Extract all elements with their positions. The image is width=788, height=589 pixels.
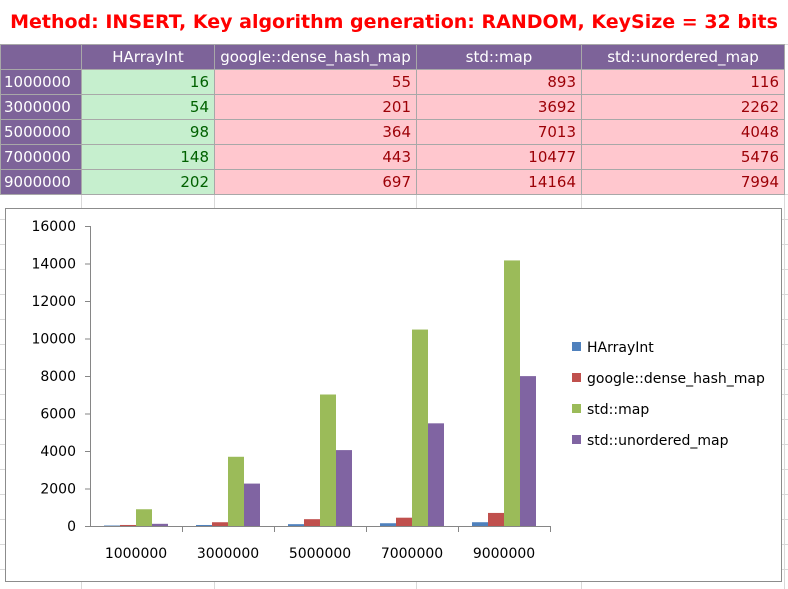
bar-harrayint <box>104 525 120 526</box>
harrayint-cell[interactable]: 16 <box>81 69 215 95</box>
y-tick-label: 0 <box>67 519 76 535</box>
table-row: 9000000 202 697 14164 7994 <box>0 169 785 195</box>
legend-label: std::unordered_map <box>587 433 729 449</box>
dense-hash-map-cell[interactable]: 364 <box>214 119 417 145</box>
y-tick-label: 4000 <box>40 444 76 460</box>
row-label-cell[interactable]: 7000000 <box>0 144 82 170</box>
y-tick-label: 2000 <box>40 482 76 498</box>
legend-swatch <box>572 342 581 351</box>
legend-swatch <box>572 404 581 413</box>
table-row: 7000000 148 443 10477 5476 <box>0 144 785 170</box>
bar-std-map <box>504 260 520 526</box>
harrayint-cell[interactable]: 148 <box>81 144 215 170</box>
y-tick-label: 6000 <box>40 407 76 423</box>
data-table: HArrayInt google::dense_hash_map std::ma… <box>0 44 785 195</box>
std-map-cell[interactable]: 7013 <box>416 119 582 145</box>
bar-chart: 0 2000 4000 6000 8000 10000 12000 14000 16000 100… <box>31 219 765 562</box>
x-tick-label: 9000000 <box>473 546 535 562</box>
bar-google-dense-hash-map <box>304 519 320 526</box>
std-map-cell[interactable]: 10477 <box>416 144 582 170</box>
bar-std-unordered-map <box>336 450 352 526</box>
x-tick-label: 1000000 <box>105 546 167 562</box>
legend-label: std::map <box>587 402 649 418</box>
table-header-row: HArrayInt google::dense_hash_map std::ma… <box>0 44 785 70</box>
header-cell-dense-hash-map[interactable]: google::dense_hash_map <box>214 44 417 70</box>
legend-swatch <box>572 373 581 382</box>
y-tick-label: 12000 <box>31 294 76 310</box>
bar-std-unordered-map <box>520 376 536 526</box>
legend-swatch <box>572 435 581 444</box>
bar-std-map <box>320 394 336 526</box>
unordered-map-cell[interactable]: 2262 <box>581 94 785 120</box>
bar-harrayint <box>380 523 396 526</box>
harrayint-cell[interactable]: 98 <box>81 119 215 145</box>
dense-hash-map-cell[interactable]: 443 <box>214 144 417 170</box>
bar-std-unordered-map <box>152 523 168 526</box>
header-cell-harrayint[interactable]: HArrayInt <box>81 44 215 70</box>
chart-area[interactable]: 0 2000 4000 6000 8000 10000 12000 14000 16000 100… <box>5 208 782 582</box>
unordered-map-cell[interactable]: 4048 <box>581 119 785 145</box>
header-cell-std-map[interactable]: std::map <box>416 44 582 70</box>
dense-hash-map-cell[interactable]: 55 <box>214 69 417 95</box>
legend-label: HArrayInt <box>587 340 654 356</box>
std-map-cell[interactable]: 893 <box>416 69 582 95</box>
legend-label: google::dense_hash_map <box>587 371 765 387</box>
unordered-map-cell[interactable]: 5476 <box>581 144 785 170</box>
dense-hash-map-cell[interactable]: 201 <box>214 94 417 120</box>
table-row: 3000000 54 201 3692 2262 <box>0 94 785 120</box>
std-map-cell[interactable]: 3692 <box>416 94 582 120</box>
header-cell-unordered-map[interactable]: std::unordered_map <box>581 44 785 70</box>
bar-std-unordered-map <box>428 423 444 526</box>
table-row: 1000000 16 55 893 116 <box>0 69 785 95</box>
harrayint-cell[interactable]: 202 <box>81 169 215 195</box>
x-tick-label: 3000000 <box>197 546 259 562</box>
bar-harrayint <box>196 524 212 526</box>
x-tick-label: 7000000 <box>381 546 443 562</box>
std-map-cell[interactable]: 14164 <box>416 169 582 195</box>
bar-std-map <box>136 509 152 526</box>
bar-google-dense-hash-map <box>488 512 504 526</box>
unordered-map-cell[interactable]: 7994 <box>581 169 785 195</box>
table-row: 5000000 98 364 7013 4048 <box>0 119 785 145</box>
unordered-map-cell[interactable]: 116 <box>581 69 785 95</box>
bar-std-map <box>228 456 244 526</box>
bar-harrayint <box>472 522 488 526</box>
header-cell-corner[interactable] <box>0 44 82 70</box>
dense-hash-map-cell[interactable]: 697 <box>214 169 417 195</box>
harrayint-cell[interactable]: 54 <box>81 94 215 120</box>
bar-google-dense-hash-map <box>120 524 136 526</box>
y-tick-label: 8000 <box>40 369 76 385</box>
bar-std-unordered-map <box>244 483 260 526</box>
y-tick-label: 16000 <box>31 219 76 235</box>
y-tick-label: 14000 <box>31 257 76 273</box>
row-label-cell[interactable]: 3000000 <box>0 94 82 120</box>
bar-google-dense-hash-map <box>212 522 228 526</box>
x-tick-label: 5000000 <box>289 546 351 562</box>
row-label-cell[interactable]: 1000000 <box>0 69 82 95</box>
bar-google-dense-hash-map <box>396 517 412 526</box>
chart-title: Method: INSERT, Key algorithm generation… <box>10 11 778 33</box>
bar-harrayint <box>288 524 304 526</box>
y-tick-label: 10000 <box>31 332 76 348</box>
row-label-cell[interactable]: 9000000 <box>0 169 82 195</box>
row-label-cell[interactable]: 5000000 <box>0 119 82 145</box>
bar-std-map <box>412 329 428 526</box>
